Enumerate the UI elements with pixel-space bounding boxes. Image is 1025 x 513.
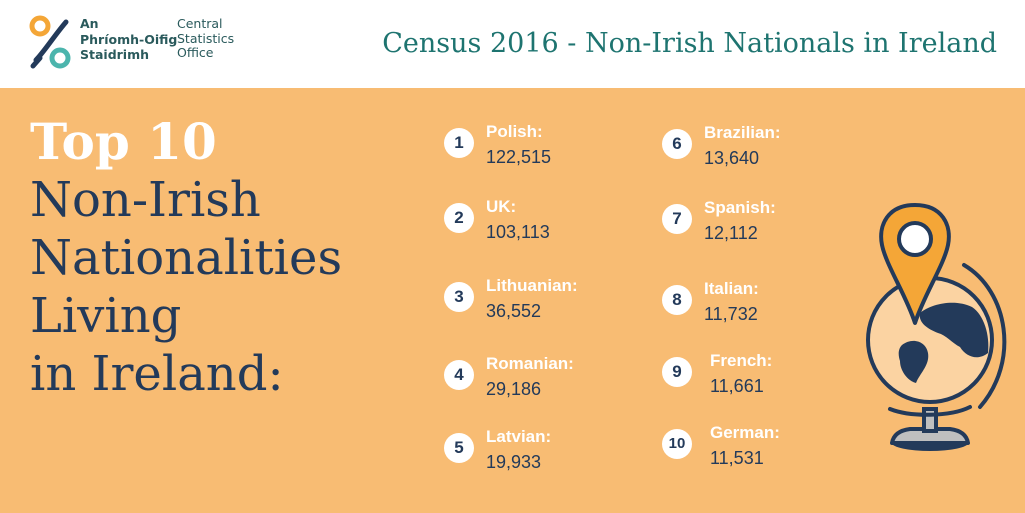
list-item: 2 UK: 103,113	[444, 197, 644, 253]
list-item: 1 Polish: 122,515	[444, 122, 644, 178]
nationality-name: Brazilian:	[704, 123, 781, 142]
org-irish-line: Staidrimh	[80, 47, 150, 62]
rank-badge: 1	[444, 128, 474, 158]
org-english-line: Statistics	[177, 30, 235, 46]
cso-logo-icon	[29, 15, 71, 69]
list-item: 7 Spanish: 12,112	[662, 198, 862, 254]
rank-badge: 8	[662, 285, 692, 315]
nationality-count: 13,640	[704, 148, 760, 168]
rank-badge: 9	[662, 357, 692, 387]
rank-badge: 7	[662, 204, 692, 234]
org-irish-line: Phríomh-Oifig	[80, 31, 178, 47]
org-irish-line: An	[80, 16, 99, 31]
page-title: Census 2016 - Non-Irish Nationals in Ire…	[382, 28, 997, 59]
nationality-count: 103,113	[486, 222, 550, 242]
nationality-count: 11,531	[710, 448, 764, 468]
list-item: 5 Latvian: 19,933	[444, 427, 644, 483]
nationality-count: 29,186	[486, 379, 542, 399]
nationality-name: UK:	[486, 197, 517, 216]
list-item: 10 German: 11,531	[662, 423, 862, 479]
nationality-count: 122,515	[486, 147, 552, 167]
nationality-count: 12,112	[704, 223, 758, 243]
nationality-name: Italian:	[704, 279, 759, 298]
heading-line: Non-Irish	[30, 172, 261, 228]
nationality-count: 36,552	[486, 301, 542, 321]
nationality-name: French:	[710, 351, 773, 370]
rank-badge: 10	[662, 429, 692, 459]
globe-with-map-pin-icon	[866, 203, 1007, 451]
list-item: 9 French: 11,661	[662, 351, 862, 407]
nationality-count: 19,933	[486, 452, 542, 472]
rank-badge: 4	[444, 360, 474, 390]
nationality-name: Romanian:	[486, 354, 574, 373]
org-english-line: Office	[177, 45, 214, 60]
rank-badge: 2	[444, 203, 474, 233]
heading-line: Living	[30, 288, 182, 344]
nationality-count: 11,661	[710, 376, 764, 396]
main-heading: Top 10 Non-Irish Nationalities Living in…	[30, 113, 342, 403]
heading-line: Top 10	[30, 112, 217, 171]
header: An Phríomh-Oifig Staidrimh Central Stati…	[0, 0, 1025, 88]
org-name-english: Central Statistics Office	[177, 16, 235, 61]
rank-badge: 5	[444, 433, 474, 463]
list-item: 8 Italian: 11,732	[662, 279, 862, 335]
heading-line: Nationalities	[30, 230, 343, 286]
nationality-name: Spanish:	[704, 198, 776, 217]
org-english-line: Central	[177, 16, 223, 31]
rank-badge: 3	[444, 282, 474, 312]
list-item: 4 Romanian: 29,186	[444, 354, 644, 410]
infographic-panel	[0, 88, 1025, 513]
rank-badge: 6	[662, 129, 692, 159]
nationality-name: Polish:	[486, 122, 543, 141]
list-item: 6 Brazilian: 13,640	[662, 123, 862, 179]
nationality-name: Lithuanian:	[486, 276, 578, 295]
nationality-name: German:	[710, 423, 780, 442]
org-name-irish: An Phríomh-Oifig Staidrimh	[80, 16, 177, 63]
heading-line: in Ireland:	[30, 346, 284, 402]
list-item: 3 Lithuanian: 36,552	[444, 276, 644, 332]
nationality-count: 11,732	[704, 304, 758, 324]
nationality-name: Latvian:	[486, 427, 552, 446]
